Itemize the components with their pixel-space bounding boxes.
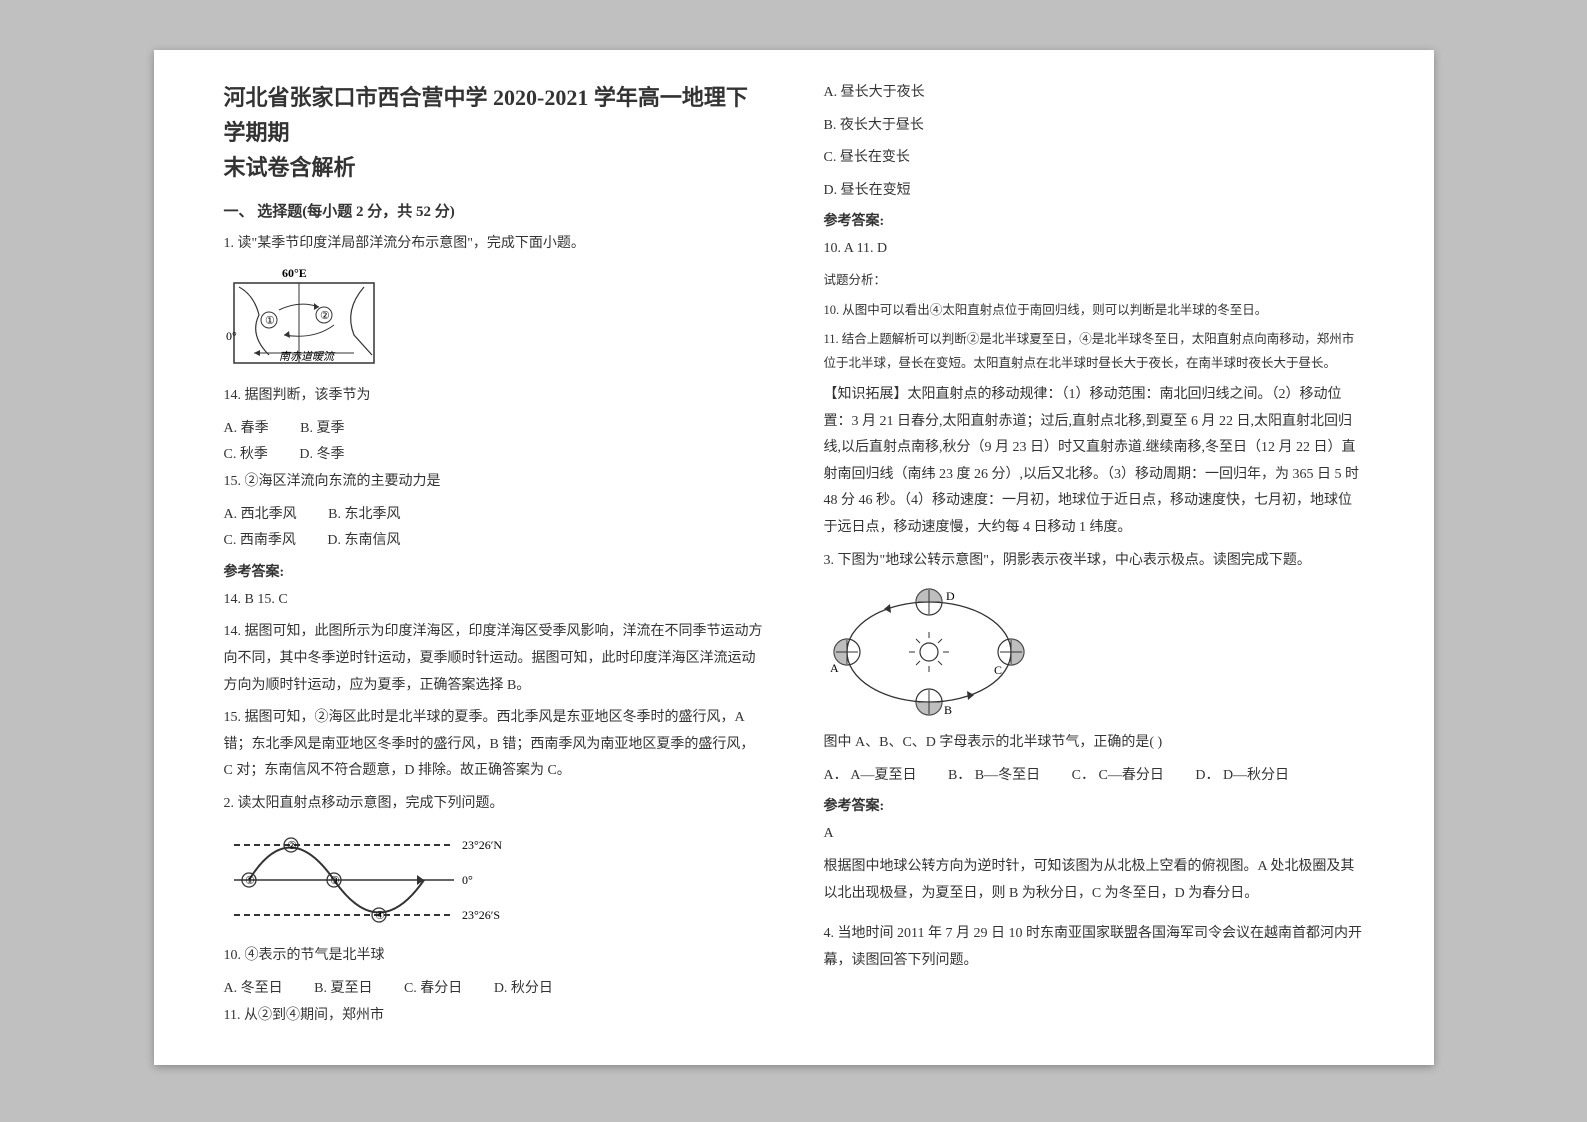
q1-15b: B. 东北季风 [328,502,400,529]
fig2-p4: ④ [375,910,385,922]
fig1-circle2: ② [320,310,330,322]
q1-15: 15. ②海区洋流向东流的主要动力是 [224,469,764,496]
q1-15c: C. 西南季风 [224,528,296,555]
q2-11b: B. 夜长大于昼长 [824,113,1364,140]
q1-14b: B. 夏季 [300,416,344,443]
q2-ext: 【知识拓展】太阳直射点的移动规律：（1）移动范围：南北回归线之间。（2）移动位置… [824,382,1364,542]
title-line2: 末试卷含解析 [224,155,356,180]
q1-15a: A. 西北季风 [224,502,297,529]
q1-14c: C. 秋季 [224,442,268,469]
left-column: 河北省张家口市西合营中学 2020-2021 学年高一地理下学期期 末试卷含解析… [204,80,794,1035]
q3-d: D． D—秋分日 [1195,763,1289,790]
q2-10a: A. 冬至日 [224,976,283,1003]
ocean-current-svg: 60°E ① ② 南赤道暖流 0° [224,265,384,375]
orbit-earth-b [916,689,942,715]
q3-c: C． C—春分日 [1072,763,1164,790]
q2-11c: C. 昼长在变长 [824,145,1364,172]
q1-answer: 14. B 15. C [224,587,764,614]
q2-11a: A. 昼长大于夜长 [824,80,1364,107]
fig3-c: C [994,663,1002,677]
figure-1-ocean-currents: 60°E ① ② 南赤道暖流 0° [224,265,764,375]
fig1-zero-label: 0° [226,329,237,343]
solar-path-svg: 23°26′N 0° 23°26′S ① ② ③ ④ [224,825,524,935]
q1-exp14: 14. 据图可知，此图所示为印度洋海区，印度洋海区受季风影响，洋流在不同季节运动… [224,619,764,699]
q2-10: 10. ④表示的节气是北半球 [224,943,764,970]
section-1-header: 一、 选择题(每小题 2 分，共 52 分) [224,200,764,221]
q1-15d: D. 东南信风 [327,528,400,555]
title-line1: 河北省张家口市西合营中学 2020-2021 学年高一地理下学期期 [224,85,748,145]
fig2-mid: 0° [462,873,473,887]
q3-question: 图中 A、B、C、D 字母表示的北半球节气，正确的是( ) [824,730,1364,757]
q1-14: 14. 据图判断，该季节为 [224,383,764,410]
q2-10b: B. 夏至日 [314,976,372,1003]
fig1-current-label: 南赤道暖流 [279,350,336,363]
q3-a: A． A—夏至日 [824,763,917,790]
q2-exp11: 11. 结合上题解析可以判断②是北半球夏至日，④是北半球冬至日，太阳直射点向南移… [824,328,1364,376]
fig3-b: B [944,703,952,717]
figure-2-solar-path: 23°26′N 0° 23°26′S ① ② ③ ④ [224,825,764,935]
q2-11d: D. 昼长在变短 [824,178,1364,205]
orbit-earth-d [916,589,942,615]
fig3-a: A [830,661,839,675]
q1-14d: D. 冬季 [299,442,344,469]
fig2-bot: 23°26′S [462,908,500,922]
figure-3-orbit: A C D [824,582,1364,722]
fig1-60e-label: 60°E [282,266,307,280]
paper-title: 河北省张家口市西合营中学 2020-2021 学年高一地理下学期期 末试卷含解析 [224,80,764,186]
q1-14-options: A. 春季 B. 夏季 [224,416,764,443]
q3-stem: 3. 下图为"地球公转示意图"，阴影表示夜半球，中心表示极点。读图完成下题。 [824,548,1364,575]
exam-page: 河北省张家口市西合营中学 2020-2021 学年高一地理下学期期 末试卷含解析… [154,50,1434,1065]
q2-stem: 2. 读太阳直射点移动示意图，完成下列问题。 [224,791,764,818]
q1-14-options2: C. 秋季 D. 冬季 [224,442,764,469]
q3-exp: 根据图中地球公转方向为逆时针，可知该图为从北极上空看的俯视图。A 处北极圈及其以… [824,854,1364,907]
q2-exp-head: 试题分析： [824,269,1364,293]
q2-10-options: A. 冬至日 B. 夏至日 C. 春分日 D. 秋分日 [224,976,764,1003]
q2-10c: C. 春分日 [404,976,462,1003]
q4-stem: 4. 当地时间 2011 年 7 月 29 日 10 时东南亚国家联盟各国海军司… [824,921,1364,974]
q2-answer-head: 参考答案: [824,210,1364,230]
q2-10d: D. 秋分日 [494,976,553,1003]
orbit-earth-c [998,639,1024,665]
q2-11: 11. 从②到④期间，郑州市 [224,1003,764,1030]
q1-14a: A. 春季 [224,416,269,443]
q2-answer: 10. A 11. D [824,236,1364,263]
fig2-p1: ① [245,875,255,887]
fig2-p3: ③ [330,875,340,887]
fig1-circle1: ① [265,315,275,327]
q3-b: B． B—冬至日 [948,763,1040,790]
q1-exp15: 15. 据图可知，②海区此时是北半球的夏季。西北季风是东亚地区冬季时的盛行风，A… [224,705,764,785]
fig2-p2: ② [287,840,297,852]
q1-15-options: A. 西北季风 B. 东北季风 [224,502,764,529]
q2-exp10: 10. 从图中可以看出④太阳直射点位于南回归线，则可以判断是北半球的冬至日。 [824,299,1364,323]
q3-options: A． A—夏至日 B． B—冬至日 C． C—春分日 D． D—秋分日 [824,763,1364,790]
fig3-d: D [946,589,955,603]
right-column: A. 昼长大于夜长 B. 夜长大于昼长 C. 昼长在变长 D. 昼长在变短 参考… [794,80,1384,1035]
orbit-svg: A C D [824,582,1034,722]
q3-answer: A [824,821,1364,848]
q3-answer-head: 参考答案: [824,795,1364,815]
q1-answer-head: 参考答案: [224,561,764,581]
q1-15-options2: C. 西南季风 D. 东南信风 [224,528,764,555]
fig2-top: 23°26′N [462,838,502,852]
q1-stem: 1. 读"某季节印度洋局部洋流分布示意图"，完成下面小题。 [224,231,764,258]
